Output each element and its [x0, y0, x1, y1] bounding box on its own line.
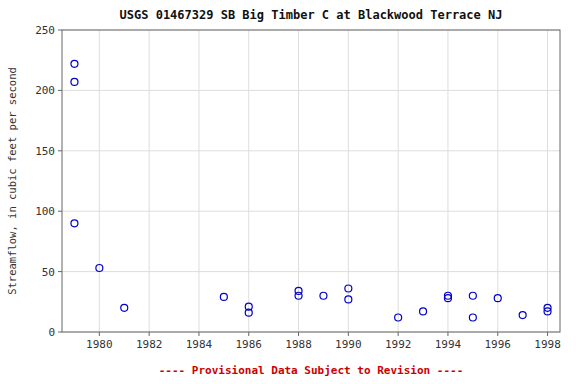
grid-line-y	[62, 211, 560, 212]
x-tick-label: 1994	[435, 338, 462, 351]
y-axis-label: Streamflow, in cubic feet per second	[6, 67, 18, 295]
x-tick	[99, 332, 100, 336]
point	[444, 292, 451, 299]
grid-line-y	[62, 271, 560, 272]
y-tick-label: 100	[35, 205, 55, 218]
x-tick	[298, 332, 299, 336]
axes: 1980 1982 1984 1986 1988 1990 1992 1994 1996 1998…	[35, 24, 561, 351]
x-tick	[398, 332, 399, 336]
point	[395, 314, 402, 321]
y-tick	[58, 332, 62, 333]
y-tick-label: 0	[48, 326, 55, 339]
x-tick-label: 1980	[86, 338, 113, 351]
y-tick	[58, 150, 62, 151]
point	[320, 292, 327, 299]
x-tick	[248, 332, 249, 336]
points	[71, 60, 551, 321]
x-tick-label: 1984	[186, 338, 213, 351]
x-tick	[447, 332, 448, 336]
note: ---- Provisional Data Subject to Revisio…	[159, 364, 464, 377]
x-tick-label: 1996	[485, 338, 512, 351]
point	[245, 303, 252, 310]
x-tick	[198, 332, 199, 336]
x-tick	[497, 332, 498, 336]
point	[220, 293, 227, 300]
x-tick-label: 1988	[285, 338, 312, 351]
x-tick	[149, 332, 150, 336]
x-tick	[348, 332, 349, 336]
x-tick-label: 1992	[385, 338, 412, 351]
point	[121, 304, 128, 311]
plot-frame	[62, 30, 560, 332]
grid-line-y	[62, 90, 560, 91]
grid-line-x	[547, 30, 548, 332]
y-tick	[58, 271, 62, 272]
x-tick-label: 1990	[335, 338, 362, 351]
point	[469, 292, 476, 299]
grid-line-x	[398, 30, 399, 332]
grid-line-x	[348, 30, 349, 332]
point	[96, 264, 103, 271]
y-tick	[58, 90, 62, 91]
y-tick-label: 50	[42, 266, 55, 279]
y-tick	[58, 211, 62, 212]
point	[71, 60, 78, 67]
x-tick	[547, 332, 548, 336]
chart-container: 1980 1982 1984 1986 1988 1990 1992 1994 1996 1998…	[0, 0, 576, 384]
point	[544, 304, 551, 311]
y-tick-label: 150	[35, 145, 55, 158]
grid-line-x	[149, 30, 150, 332]
grid-line-x	[447, 30, 448, 332]
point	[469, 314, 476, 321]
point	[345, 285, 352, 292]
grid-line-x	[99, 30, 100, 332]
grid-line-x	[198, 30, 199, 332]
point	[345, 296, 352, 303]
title: USGS 01467329 SB Big Timber C at Blackwo…	[120, 8, 503, 22]
grid-line-x	[298, 30, 299, 332]
grid-line-y	[62, 150, 560, 151]
point	[420, 308, 427, 315]
y-tick-label: 250	[35, 24, 55, 37]
point	[494, 295, 501, 302]
grid-line-x	[248, 30, 249, 332]
background	[0, 0, 576, 384]
point	[295, 292, 302, 299]
point	[519, 312, 526, 319]
grid-line-x	[497, 30, 498, 332]
x-tick-label: 1986	[236, 338, 263, 351]
chart: 1980 1982 1984 1986 1988 1990 1992 1994 1996 1998…	[0, 0, 576, 384]
x-tick-label: 1998	[534, 338, 561, 351]
point	[71, 78, 78, 85]
y-tick	[58, 30, 62, 31]
x-tick-label: 1982	[136, 338, 163, 351]
y-tick-label: 200	[35, 84, 55, 97]
point	[71, 220, 78, 227]
grid	[62, 30, 560, 332]
